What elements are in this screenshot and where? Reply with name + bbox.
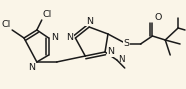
Text: N: N (66, 33, 73, 43)
Text: Cl: Cl (43, 10, 52, 19)
Text: S: S (124, 40, 130, 49)
Text: N: N (86, 17, 93, 26)
Text: N: N (107, 48, 114, 57)
Text: Cl: Cl (2, 20, 11, 29)
Text: N: N (118, 56, 124, 65)
Text: N: N (51, 33, 58, 43)
Text: O: O (154, 13, 162, 22)
Text: N: N (28, 63, 35, 72)
